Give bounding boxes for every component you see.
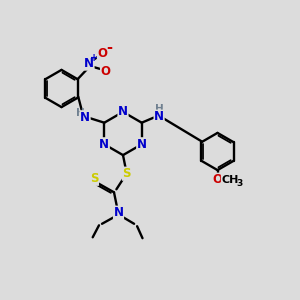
Text: H: H — [155, 104, 164, 115]
Text: 3: 3 — [236, 179, 242, 188]
Text: N: N — [113, 206, 124, 219]
Text: S: S — [122, 167, 131, 180]
Text: N: N — [137, 138, 147, 151]
Text: S: S — [90, 172, 98, 185]
Text: O: O — [98, 46, 107, 60]
Text: CH: CH — [221, 175, 239, 185]
Text: N: N — [80, 111, 90, 124]
Text: N: N — [99, 138, 109, 151]
Text: N: N — [84, 57, 94, 70]
Text: N: N — [154, 110, 164, 123]
Text: H: H — [76, 107, 85, 118]
Text: -: - — [106, 40, 112, 55]
Text: O: O — [100, 64, 110, 78]
Text: O: O — [212, 173, 223, 186]
Text: N: N — [118, 105, 128, 119]
Text: +: + — [90, 53, 98, 63]
